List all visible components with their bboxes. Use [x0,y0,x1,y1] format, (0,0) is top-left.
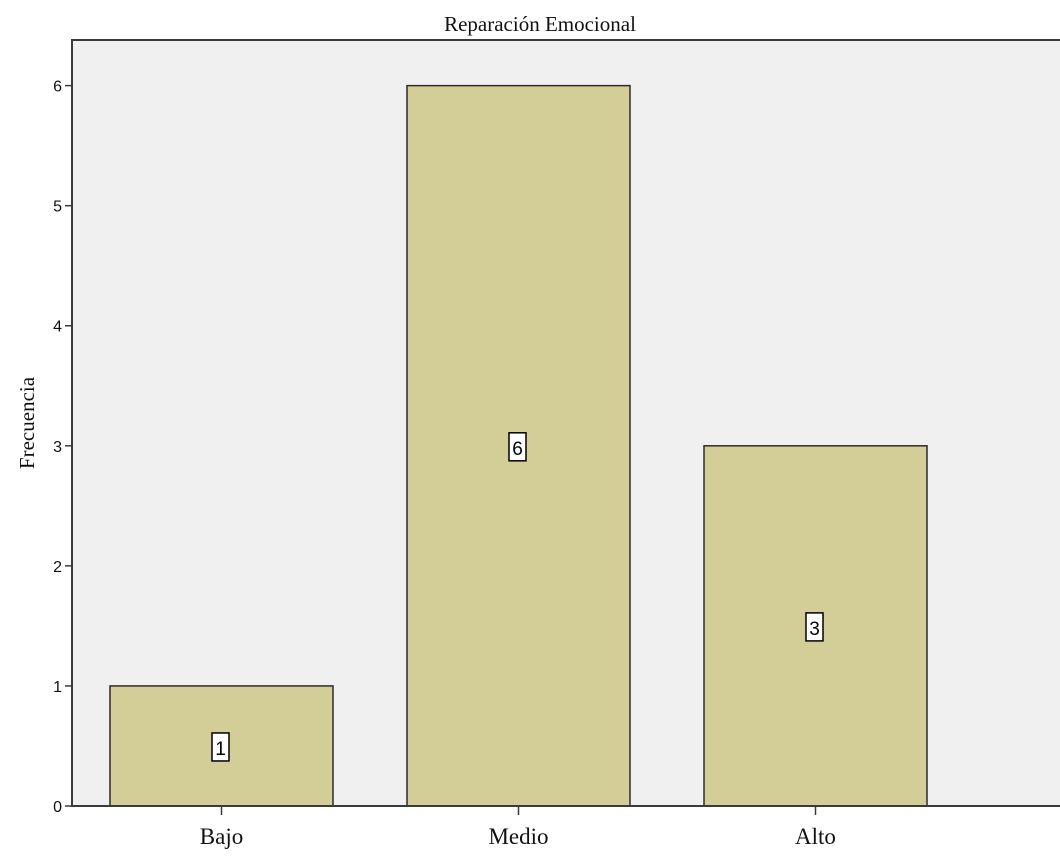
data-label-box [805,612,824,642]
y-tick-label: 0 [53,799,62,816]
y-tick-label: 5 [53,199,62,216]
x-tick-label: Medio [488,824,548,849]
y-axis: 0 1 2 3 4 5 6 [53,79,72,816]
data-label: 1 [215,739,226,760]
data-label: 6 [512,439,523,460]
x-tick-label: Bajo [200,824,243,849]
y-axis-label: Frecuencia [15,376,39,469]
x-axis: Bajo Medio Alto [72,805,1040,849]
data-label-box [211,732,230,762]
data-labels-group: 1 6 3 [211,432,824,762]
y-tick-label: 3 [53,439,62,456]
data-label: 3 [809,619,820,640]
y-tick-label: 6 [53,79,62,96]
y-tick-label: 2 [53,559,62,576]
x-tick-label: Alto [795,824,836,849]
y-tick-label: 4 [53,319,62,336]
chart-title: Reparación Emocional [444,12,636,36]
y-tick-label: 1 [53,679,62,696]
data-label-box [508,432,527,462]
